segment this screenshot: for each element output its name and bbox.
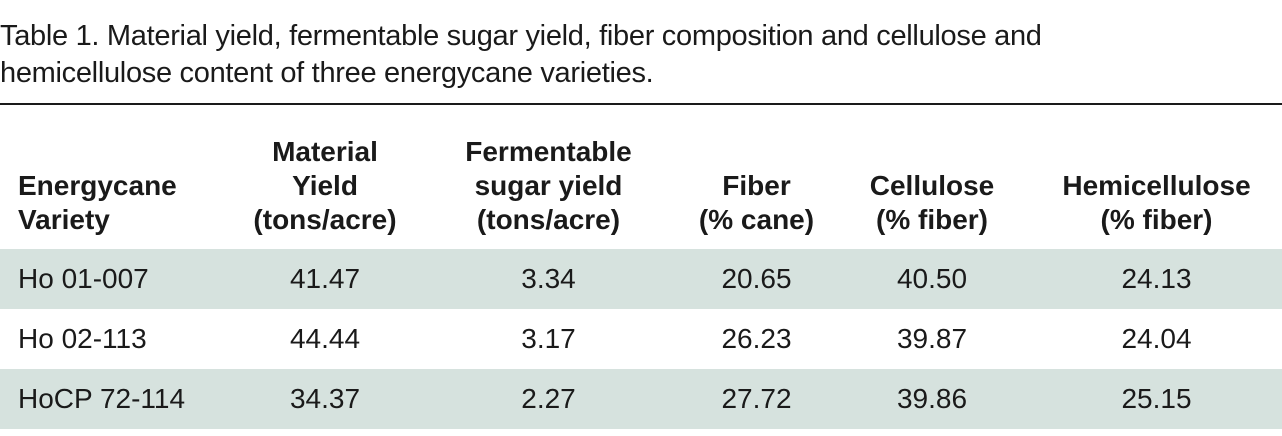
top-rule [0, 103, 1282, 105]
cell-hemicellulose: 25.15 [1031, 369, 1282, 429]
cell-hemicellulose: 24.13 [1031, 249, 1282, 309]
header-row: Energycane Variety Material Yield (tons/… [0, 105, 1282, 249]
cell-material-yield: 34.37 [233, 369, 417, 429]
cell-material-yield: 41.47 [233, 249, 417, 309]
header-material-yield: Material Yield (tons/acre) [253, 136, 397, 235]
header-fiber: Fiber (% cane) [698, 170, 815, 235]
cell-hemicellulose: 24.04 [1121, 323, 1192, 354]
cell-cellulose: 39.86 [833, 369, 1031, 429]
cell-variety: Ho 02-113 [18, 323, 147, 354]
cell-sugar-yield: 3.34 [417, 249, 680, 309]
cell-cellulose: 40.50 [833, 249, 1031, 309]
header-cellulose: Cellulose (% fiber) [869, 170, 995, 235]
caption-line-2: hemicellulose content of three energycan… [0, 57, 654, 89]
header-hemicellulose: Hemicellulose (% fiber) [1062, 170, 1251, 235]
cell-fiber: 27.72 [680, 369, 833, 429]
cell-variety: Ho 01-007 [0, 249, 233, 309]
table-caption: Table 1. Material yield, fermentable sug… [0, 18, 1270, 92]
energycane-table: Energycane Variety Material Yield (tons/… [0, 105, 1282, 429]
cell-fiber: 26.23 [721, 323, 792, 354]
cell-variety: HoCP 72-114 [0, 369, 233, 429]
cell-sugar-yield: 2.27 [417, 369, 680, 429]
cell-sugar-yield: 3.17 [521, 323, 576, 354]
cell-fiber: 20.65 [680, 249, 833, 309]
table-row: Ho 02-113 44.44 3.17 26.23 39.87 24.04 [0, 309, 1282, 369]
cell-cellulose: 39.87 [896, 323, 968, 354]
table-row: HoCP 72-114 34.37 2.27 27.72 39.86 25.15 [0, 369, 1282, 429]
table-row: Ho 01-007 41.47 3.34 20.65 40.50 24.13 [0, 249, 1282, 309]
cell-material-yield: 44.44 [289, 323, 361, 354]
header-fermentable-sugar-yield: Fermentable sugar yield (tons/acre) [465, 136, 632, 235]
caption-line-1: Table 1. Material yield, fermentable sug… [0, 20, 1042, 52]
header-variety: Energycane Variety [18, 170, 177, 235]
